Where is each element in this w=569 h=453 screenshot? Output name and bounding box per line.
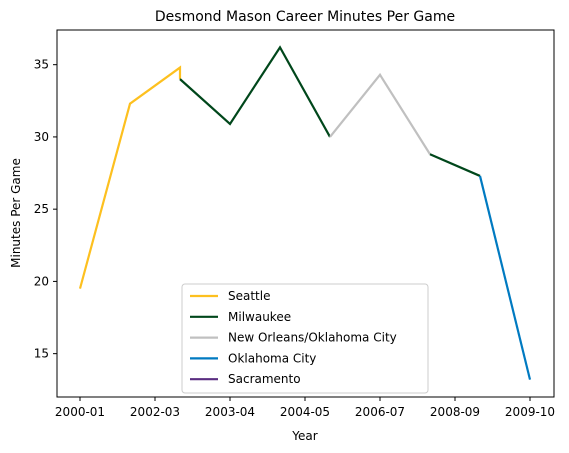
axes: 2000-01 2002-03 2003-04 2004-05 2006-07 2008-… <box>34 58 555 419</box>
series-lines <box>78 45 532 380</box>
y-tick-label: 20 <box>34 274 49 288</box>
series-line-new-orleans-oklahoma-city-2 <box>329 72 431 155</box>
x-tick-label: 2003-04 <box>205 405 255 419</box>
series-line-milwaukee-1 <box>179 45 331 138</box>
x-tick-label: 2004-05 <box>280 405 330 419</box>
x-axis-label: Year <box>291 429 317 443</box>
chart-title: Desmond Mason Career Minutes Per Game <box>155 9 455 25</box>
y-tick-label: 15 <box>34 347 49 361</box>
legend-label: Sacramento <box>228 372 301 386</box>
y-tick-label: 35 <box>34 58 49 72</box>
legend-label: New Orleans/Oklahoma City <box>228 331 397 345</box>
y-tick-label: 30 <box>34 130 49 144</box>
y-tick-label: 25 <box>34 202 49 216</box>
x-tick-label: 2006-07 <box>355 405 405 419</box>
x-tick-label: 2008-09 <box>430 405 480 419</box>
x-tick-label: 2000-01 <box>55 405 105 419</box>
legend: Seattle Milwaukee New Orleans/Oklahoma Cit… <box>181 283 429 394</box>
legend-label: Oklahoma City <box>228 351 316 365</box>
series-line-milwaukee-3 <box>429 153 481 177</box>
series-line-oklahoma-city-4 <box>478 175 532 380</box>
legend-label: Milwaukee <box>228 310 291 324</box>
plot-frame <box>56 29 555 398</box>
x-tick-label: 2002-03 <box>130 405 180 419</box>
legend-label: Seattle <box>228 289 270 303</box>
y-axis-label: Minutes Per Game <box>9 158 23 268</box>
legend-box <box>181 283 429 394</box>
x-tick-label: 2009-10 <box>505 405 555 419</box>
series-line-seattle-0 <box>78 65 182 289</box>
